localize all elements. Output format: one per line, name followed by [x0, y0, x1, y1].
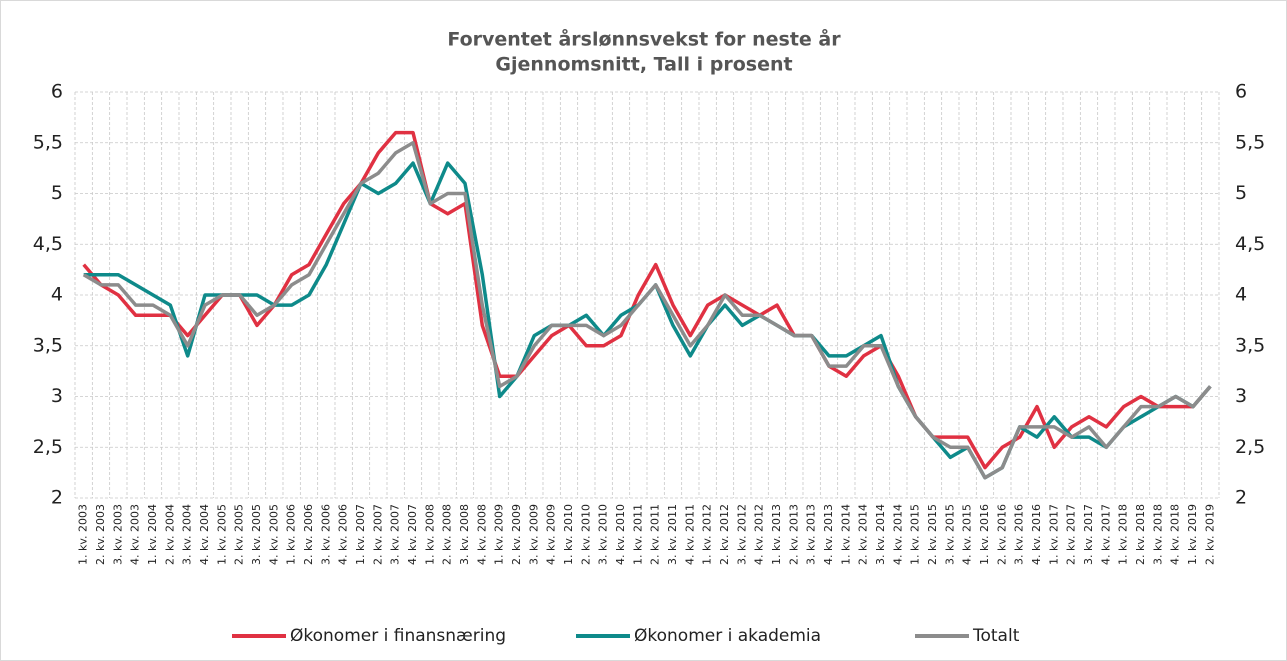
y2-tick-label: 6 — [1235, 81, 1247, 103]
y2-tick-label: 5,5 — [1235, 131, 1265, 153]
x-tick-label: 3. kv. 2015 — [943, 504, 956, 565]
x-tick-label: 1. kv. 2016 — [978, 504, 991, 565]
x-tick-label: 1. kv. 2012 — [701, 504, 714, 565]
x-tick-label: 1. kv. 2013 — [770, 504, 783, 565]
x-tick-label: 2. kv. 2008 — [441, 504, 454, 565]
x-tick-label: 4. kv. 2015 — [961, 504, 974, 565]
x-tick-label: 4. kv. 2011 — [683, 504, 696, 565]
y-tick-label: 4 — [51, 284, 63, 306]
y-tick-label: 2,5 — [33, 436, 63, 458]
x-tick-label: 3. kv. 2003 — [111, 504, 124, 565]
x-tick-label: 2. kv. 2015 — [926, 504, 939, 565]
x-tick-label: 1. kv. 2011 — [631, 504, 644, 565]
legend-label: Økonomer i akademia — [634, 626, 821, 646]
x-tick-label: 3. kv. 2014 — [874, 504, 887, 565]
x-tick-label: 3. kv. 2010 — [597, 504, 610, 565]
x-tick-label: 4. kv. 2010 — [614, 504, 627, 565]
y-tick-label: 6 — [51, 81, 63, 103]
x-tick-label: 4. kv. 2005 — [267, 504, 280, 565]
y2-tick-label: 3,5 — [1235, 334, 1265, 356]
x-tick-label: 2. kv. 2007 — [371, 504, 384, 565]
x-tick-label: 2. kv. 2017 — [1065, 504, 1078, 565]
x-tick-label: 3. kv. 2004 — [181, 504, 194, 565]
x-tick-label: 1. kv. 2004 — [146, 504, 159, 565]
x-tick-label: 3. kv. 2007 — [389, 504, 402, 565]
x-tick-label: 4. kv. 2016 — [1030, 504, 1043, 565]
x-tick-label: 1. kv. 2007 — [354, 504, 367, 565]
x-tick-label: 4. kv. 2006 — [337, 504, 350, 565]
x-tick-label: 3. kv. 2011 — [666, 504, 679, 565]
x-tick-label: 2. kv. 2019 — [1203, 504, 1216, 565]
x-tick-label: 2. kv. 2012 — [718, 504, 731, 565]
x-tick-label: 2. kv. 2013 — [787, 504, 800, 565]
y-tick-label: 3 — [51, 385, 63, 407]
x-tick-label: 2. kv. 2016 — [995, 504, 1008, 565]
x-tick-label: 3. kv. 2012 — [735, 504, 748, 565]
x-tick-label: 4. kv. 2012 — [753, 504, 766, 565]
series-line — [82, 141, 1212, 480]
y-tick-label: 5 — [51, 182, 63, 204]
x-tick-label: 2. kv. 2005 — [233, 504, 246, 565]
x-tick-label: 1. kv. 2018 — [1117, 504, 1130, 565]
x-tick-label: 1. kv. 2003 — [77, 504, 90, 565]
x-tick-label: 2. kv. 2009 — [510, 504, 523, 565]
y2-tick-label: 4,5 — [1235, 233, 1265, 255]
x-tick-label: 3. kv. 2016 — [1013, 504, 1026, 565]
x-tick-label: 1. kv. 2015 — [909, 504, 922, 565]
x-tick-label: 4. kv. 2003 — [129, 504, 142, 565]
x-tick-label: 1. kv. 2005 — [215, 504, 228, 565]
x-tick-label: 4. kv. 2017 — [1099, 504, 1112, 565]
legend-label: Totalt — [972, 626, 1020, 646]
x-tick-label: 2. kv. 2014 — [857, 504, 870, 565]
y-tick-label: 2 — [51, 487, 63, 509]
y-tick-label: 5,5 — [33, 131, 63, 153]
x-tick-label: 4. kv. 2004 — [198, 504, 211, 565]
x-tick-label: 1. kv. 2009 — [493, 504, 506, 565]
y-tick-label: 4,5 — [33, 233, 63, 255]
x-tick-label: 1. kv. 2008 — [423, 504, 436, 565]
x-tick-label: 3. kv. 2008 — [458, 504, 471, 565]
x-tick-label: 4. kv. 2013 — [822, 504, 835, 565]
x-tick-label: 1. kv. 2006 — [285, 504, 298, 565]
x-tick-label: 1. kv. 2014 — [839, 504, 852, 565]
x-tick-label: 3. kv. 2013 — [805, 504, 818, 565]
chart-subtitle: Gjennomsnitt, Tall i prosent — [495, 54, 792, 76]
x-tick-label: 4. kv. 2014 — [891, 504, 904, 565]
x-tick-label: 4. kv. 2008 — [475, 504, 488, 565]
x-tick-label: 1. kv. 2010 — [562, 504, 575, 565]
x-tick-label: 3. kv. 2006 — [319, 504, 332, 565]
x-tick-label: 3. kv. 2005 — [250, 504, 263, 565]
y2-tick-label: 2 — [1235, 487, 1247, 509]
y2-tick-label: 2,5 — [1235, 436, 1265, 458]
x-tick-label: 1. kv. 2017 — [1047, 504, 1060, 565]
y2-tick-label: 4 — [1235, 284, 1247, 306]
x-tick-label: 4. kv. 2018 — [1169, 504, 1182, 565]
x-tick-label: 2. kv. 2004 — [163, 504, 176, 565]
x-tick-label: 2. kv. 2018 — [1134, 504, 1147, 565]
x-tick-label: 2. kv. 2006 — [302, 504, 315, 565]
x-tick-label: 2. kv. 2003 — [94, 504, 107, 565]
y2-tick-label: 3 — [1235, 385, 1247, 407]
x-tick-label: 3. kv. 2018 — [1151, 504, 1164, 565]
y2-tick-label: 5 — [1235, 182, 1247, 204]
legend-label: Økonomer i finansnæring — [290, 626, 506, 646]
x-tick-label: 4. kv. 2007 — [406, 504, 419, 565]
x-tick-label: 4. kv. 2009 — [545, 504, 558, 565]
chart-title: Forventet årslønnsvekst for neste år — [447, 27, 841, 51]
x-tick-label: 1. kv. 2019 — [1186, 504, 1199, 565]
x-tick-label: 3. kv. 2017 — [1082, 504, 1095, 565]
y-tick-label: 3,5 — [33, 334, 63, 356]
x-tick-label: 2. kv. 2011 — [649, 504, 662, 565]
x-tick-label: 3. kv. 2009 — [527, 504, 540, 565]
x-tick-label: 2. kv. 2010 — [579, 504, 592, 565]
